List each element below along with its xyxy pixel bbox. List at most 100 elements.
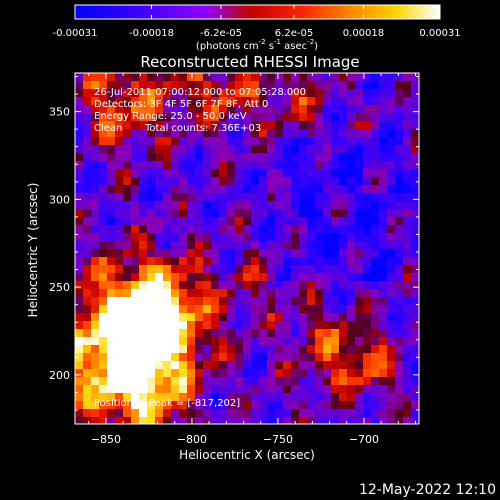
heatmap-cell [115,193,124,202]
heatmap-cell [139,329,148,338]
heatmap-cell [107,393,116,402]
heatmap-cell [195,345,204,354]
heatmap-cell [187,361,196,370]
heatmap-cell [107,105,116,114]
heatmap-cell [283,161,292,170]
heatmap-cell [403,313,412,322]
heatmap-cell [275,297,284,306]
heatmap-cell [179,105,188,114]
heatmap-cell [131,153,140,162]
heatmap-cell [363,273,372,282]
heatmap-cell [355,417,364,424]
heatmap-cell [275,417,284,424]
heatmap-cell [323,401,332,410]
heatmap-cell [155,81,164,90]
heatmap-cell [331,297,340,306]
heatmap-cell [299,225,308,234]
heatmap-cell [99,353,108,362]
heatmap-cell [91,393,100,402]
heatmap-cell [75,305,84,314]
heatmap-cell [371,105,380,114]
heatmap-cell [99,89,108,98]
heatmap-cell [259,321,268,330]
heatmap-cell [339,153,348,162]
heatmap-cell [75,401,84,410]
heatmap-cell [107,249,116,258]
heatmap-cell [371,169,380,178]
heatmap-cell [99,201,108,210]
heatmap-cell [347,305,356,314]
heatmap-cell [107,145,116,154]
heatmap-cell [251,337,260,346]
heatmap-cell [107,97,116,106]
heatmap-cell [387,193,396,202]
heatmap-cell [347,345,356,354]
heatmap-cell [395,321,404,330]
heatmap-cell [219,209,228,218]
heatmap-cell [171,361,180,370]
heatmap-cell [235,313,244,322]
heatmap-cell [107,361,116,370]
heatmap-cell [211,193,220,202]
heatmap-cell [275,313,284,322]
heatmap-cell [171,369,180,378]
heatmap-cell [227,105,236,114]
heatmap-cell [331,321,340,330]
heatmap-cell [171,249,180,258]
heatmap-cell [243,377,252,386]
heatmap-cell [259,417,268,424]
heatmap-cell [107,385,116,394]
heatmap-cell [347,273,356,282]
heatmap-cell [115,233,124,242]
heatmap-cell [195,161,204,170]
heatmap-cell [291,273,300,282]
heatmap-cell [403,113,412,122]
heatmap-cell [91,241,100,250]
heatmap-cell [339,249,348,258]
heatmap-cell [163,129,172,138]
heatmap-cell [139,129,148,138]
heatmap-cell [355,385,364,394]
heatmap-cell [131,393,140,402]
heatmap-cell [363,201,372,210]
heatmap-cell [99,281,108,290]
heatmap-cell [91,369,100,378]
heatmap-cell [259,105,268,114]
colorbar-tick-label: -6.2e-05 [200,28,242,39]
heatmap-cell [371,377,380,386]
heatmap-cell [203,193,212,202]
heatmap-cell [107,289,116,298]
heatmap-cell [107,169,116,178]
heatmap-cell [195,113,204,122]
heatmap-cell [211,249,220,258]
heatmap-cell [299,241,308,250]
heatmap-cell [227,353,236,362]
heatmap-cell [163,73,172,82]
heatmap-cell [307,313,316,322]
heatmap-cell [283,241,292,250]
heatmap-cell [411,417,419,424]
heatmap-cell [275,265,284,274]
heatmap-cell [131,353,140,362]
heatmap-cell [91,137,100,146]
heatmap-cell [267,121,276,130]
heatmap-cell [323,257,332,266]
heatmap-cell [235,233,244,242]
heatmap-cell [219,281,228,290]
heatmap-cell [83,105,92,114]
heatmap-cell [251,297,260,306]
heatmap-cell [363,233,372,242]
heatmap-cell [107,177,116,186]
heatmap-cell [395,369,404,378]
heatmap-cell [259,409,268,418]
heatmap-cell [187,233,196,242]
heatmap-cell [355,409,364,418]
heatmap-cell [203,409,212,418]
heatmap-cell [347,401,356,410]
heatmap-cell [395,345,404,354]
heatmap-cell [291,113,300,122]
heatmap-cell [235,321,244,330]
heatmap-cell [379,81,388,90]
heatmap-cell [171,273,180,282]
heatmap-cell [411,129,419,138]
